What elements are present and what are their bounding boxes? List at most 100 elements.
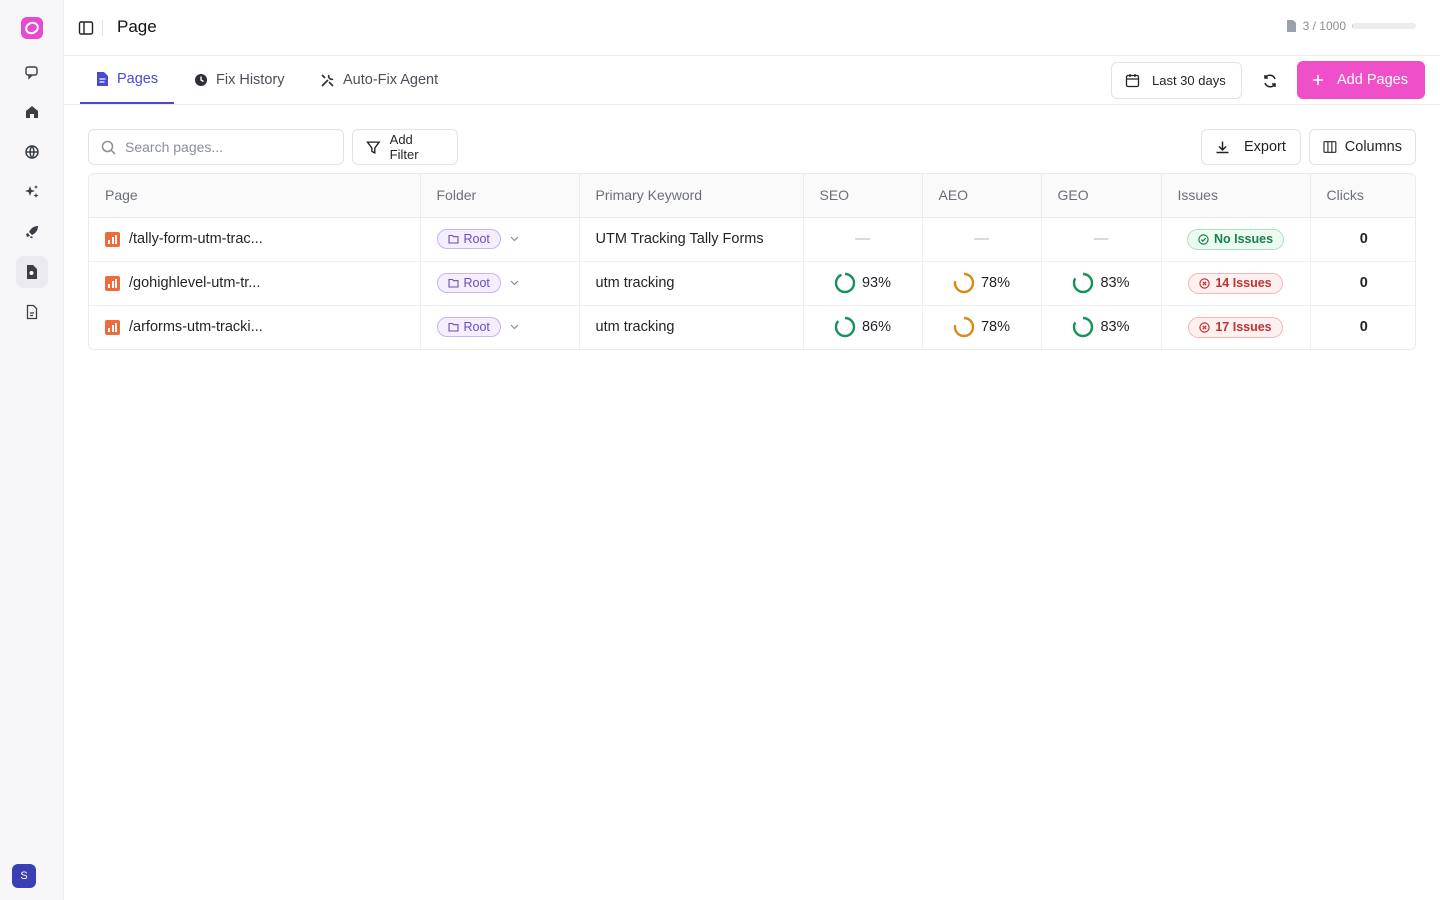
globe-icon[interactable]	[16, 136, 48, 168]
add-filter-label: Add Filter	[389, 132, 419, 162]
columns-label: Columns	[1344, 139, 1402, 155]
geo-score: 83%	[1058, 272, 1161, 294]
issues-label: No Issues	[1213, 232, 1274, 246]
issues-badge[interactable]: 14 Issues	[1188, 272, 1283, 294]
home-icon[interactable]	[16, 96, 48, 128]
tab-fix-history[interactable]: Fix History	[178, 56, 300, 104]
sparkle-icon[interactable]	[16, 176, 48, 208]
seo-score-empty: —	[855, 231, 870, 247]
page-title: Page	[117, 17, 157, 36]
table-row[interactable]: /gohighlevel-utm-tr... Root utm tracking 93…	[89, 261, 1415, 306]
folder-name: Root	[463, 232, 490, 246]
sidebar: S	[0, 0, 64, 900]
column-header-page[interactable]: Page	[89, 174, 421, 218]
geo-score: 83%	[1058, 316, 1161, 338]
export-button[interactable]: Export	[1201, 129, 1301, 165]
issues-label: 17 Issues	[1215, 320, 1272, 335]
user-avatar[interactable]: S	[12, 864, 36, 888]
folder-icon	[447, 278, 459, 288]
geo-score-ring	[1073, 317, 1094, 338]
column-header-seo[interactable]: SEO	[803, 174, 923, 218]
search-icon	[101, 140, 116, 155]
aeo-score-value: 78%	[980, 275, 1011, 291]
check-circle-icon	[1198, 233, 1209, 245]
bar-chart-icon	[105, 275, 120, 291]
seo-score-ring	[834, 272, 856, 294]
add-pages-label: Add Pages	[1337, 72, 1408, 88]
column-header-clicks[interactable]: Clicks	[1310, 174, 1415, 218]
aeo-score-empty: —	[974, 231, 989, 247]
refresh-icon[interactable]	[1259, 70, 1281, 92]
page-link[interactable]: /tally-form-utm-trac...	[105, 231, 420, 247]
chevron-down-icon[interactable]	[510, 236, 519, 242]
plus-icon	[1313, 75, 1323, 85]
aeo-score-value: 78%	[980, 319, 1011, 336]
tab-pages[interactable]: Pages	[80, 56, 175, 104]
clicks-count: 0	[1359, 319, 1368, 336]
seo-score: 86%	[820, 316, 922, 338]
table-row[interactable]: /tally-form-utm-trac... Root UTM Tracking …	[89, 217, 1415, 262]
geo-score-value: 83%	[1100, 319, 1130, 336]
tab-bar: Pages Fix History Auto-Fix Agent Last 30…	[64, 56, 1440, 105]
tab-auto-fix-agent[interactable]: Auto-Fix Agent	[304, 56, 454, 104]
usage-text: 3 / 1000	[1302, 19, 1346, 33]
primary-keyword: utm tracking	[579, 305, 804, 349]
sidebar-toggle-icon[interactable]	[76, 18, 96, 38]
aeo-score-ring	[953, 272, 975, 294]
file-icon	[97, 72, 108, 86]
chevron-down-icon[interactable]	[510, 324, 519, 330]
seo-score-value: 93%	[861, 275, 892, 291]
page-path: /arforms-utm-tracki...	[129, 319, 263, 336]
bar-chart-icon	[105, 319, 120, 335]
file-icon	[1286, 20, 1296, 32]
columns-button[interactable]: Columns	[1309, 129, 1416, 165]
column-header-folder[interactable]: Folder	[420, 174, 580, 218]
x-circle-icon	[1199, 277, 1211, 289]
issues-badge[interactable]: No Issues	[1186, 228, 1285, 250]
add-pages-button[interactable]: Add Pages	[1297, 61, 1425, 99]
document-icon[interactable]	[16, 296, 48, 328]
history-icon	[195, 74, 207, 86]
page-link[interactable]: /gohighlevel-utm-tr...	[105, 275, 420, 291]
top-header: Page 3 / 1000	[64, 0, 1440, 56]
clicks-count: 0	[1310, 261, 1415, 306]
chevron-down-icon[interactable]	[510, 280, 519, 286]
column-header-geo[interactable]: GEO	[1041, 174, 1162, 218]
aeo-score: 78%	[939, 316, 1041, 338]
primary-keyword: UTM Tracking Tally Forms	[579, 217, 804, 262]
page-path: /gohighlevel-utm-tr...	[129, 275, 261, 291]
filter-icon	[366, 140, 381, 154]
pages-icon[interactable]	[16, 256, 48, 288]
issues-badge[interactable]: 17 Issues	[1188, 316, 1283, 338]
page-path: /tally-form-utm-trac...	[129, 231, 263, 247]
geo-score-ring	[1073, 272, 1094, 294]
column-header-aeo[interactable]: AEO	[922, 174, 1042, 218]
folder-icon	[447, 234, 459, 244]
tab-fix-history-label: Fix History	[216, 72, 285, 88]
app-logo[interactable]	[21, 17, 43, 39]
column-header-keyword[interactable]: Primary Keyword	[579, 174, 804, 218]
search-input[interactable]	[125, 139, 325, 155]
table-row[interactable]: /arforms-utm-tracki... Root utm tracking 86…	[89, 305, 1415, 349]
folder-badge[interactable]: Root	[436, 229, 501, 249]
bar-chart-icon	[105, 231, 120, 247]
search-box	[88, 129, 344, 165]
usage-progress-bar	[1352, 23, 1416, 29]
folder-badge[interactable]: Root	[436, 317, 501, 338]
header-divider	[102, 20, 103, 36]
x-circle-icon	[1199, 322, 1211, 333]
folder-badge[interactable]: Root	[436, 273, 501, 293]
geo-score-empty: —	[1093, 231, 1109, 247]
rocket-icon[interactable]	[16, 216, 48, 248]
clicks-count: 0	[1310, 217, 1415, 262]
add-filter-button[interactable]: Add Filter	[352, 129, 458, 165]
seo-score-value: 86%	[861, 319, 892, 336]
column-header-issues[interactable]: Issues	[1161, 174, 1311, 218]
tab-auto-fix-agent-label: Auto-Fix Agent	[343, 72, 439, 88]
date-range-label: Last 30 days	[1152, 73, 1226, 88]
page-link[interactable]: /arforms-utm-tracki...	[105, 319, 420, 335]
chat-icon[interactable]	[16, 56, 48, 88]
date-range-button[interactable]: Last 30 days	[1111, 62, 1242, 99]
page-usage: 3 / 1000	[1286, 19, 1416, 33]
geo-score-value: 83%	[1100, 275, 1130, 291]
